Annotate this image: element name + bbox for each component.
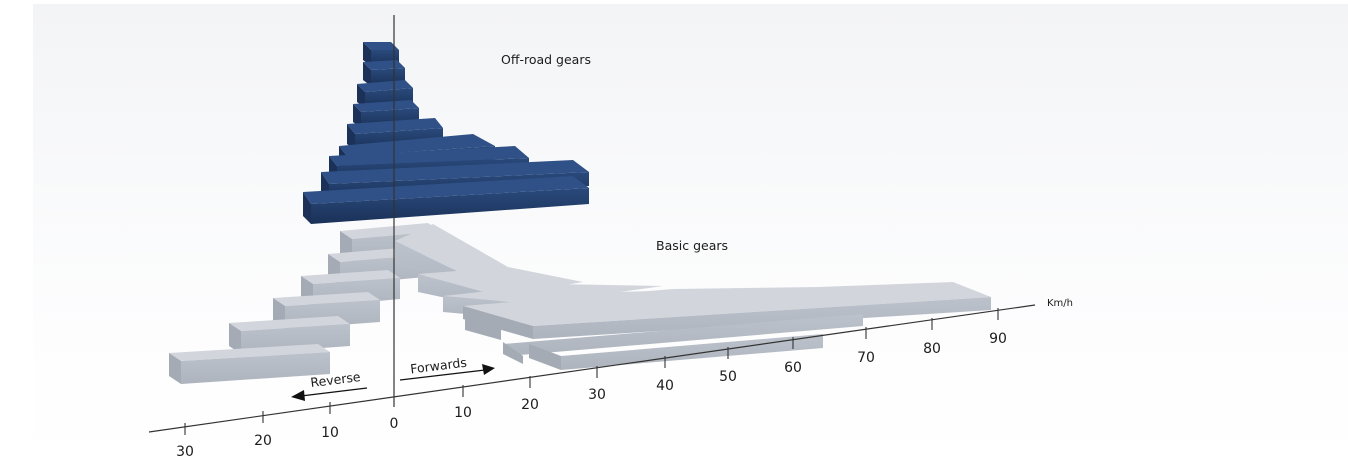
reverse-arrow: [291, 387, 368, 401]
gear-speed-diagram: 30 20 10 0 10 20 30 40 50 60 70 80 90 Km…: [33, 4, 1348, 466]
forwards-label: Forwards: [409, 355, 467, 377]
tick-label-forward-40: 40: [656, 378, 674, 394]
tick-label-zero: 0: [390, 416, 399, 432]
tick-label-forward-20: 20: [521, 397, 539, 413]
offroad-gears-bars: [303, 42, 589, 224]
tick-label-forward-50: 50: [719, 369, 737, 385]
basic-gear-bar: [529, 334, 823, 370]
speed-axis-line: [148, 304, 1036, 433]
forwards-arrow: [399, 364, 495, 381]
basic-gear-bar: [463, 282, 991, 339]
offroad-gears-label: Off-road gears: [501, 52, 591, 67]
basic-gear-bar: [229, 316, 350, 354]
offroad-gear-bar: [303, 176, 589, 224]
basic-gear-bar: [503, 314, 863, 364]
tick-label-forward-80: 80: [923, 341, 941, 357]
tick-label-reverse-30: 30: [176, 444, 194, 460]
tick-label-forward-70: 70: [857, 350, 875, 366]
basic-gear-bar: [169, 344, 330, 384]
axis-tick-labels: 30 20 10 0 10 20 30 40 50 60 70 80 90: [176, 331, 1007, 460]
axis-ticks: [184, 308, 999, 435]
tick-label-reverse-10: 10: [321, 425, 339, 441]
tick-label-forward-30: 30: [588, 387, 606, 403]
reverse-label: Reverse: [310, 369, 362, 390]
tick-label-reverse-20: 20: [254, 433, 272, 449]
basic-gears-label: Basic gears: [656, 238, 728, 253]
speed-unit-label: Km/h: [1047, 298, 1073, 309]
basic-gears-bars: [169, 223, 991, 384]
tick-label-forward-90: 90: [989, 331, 1007, 347]
diagram-canvas: 30 20 10 0 10 20 30 40 50 60 70 80 90 Km…: [148, 15, 1073, 460]
tick-label-forward-60: 60: [784, 360, 802, 376]
tick-label-forward-10: 10: [454, 405, 472, 421]
